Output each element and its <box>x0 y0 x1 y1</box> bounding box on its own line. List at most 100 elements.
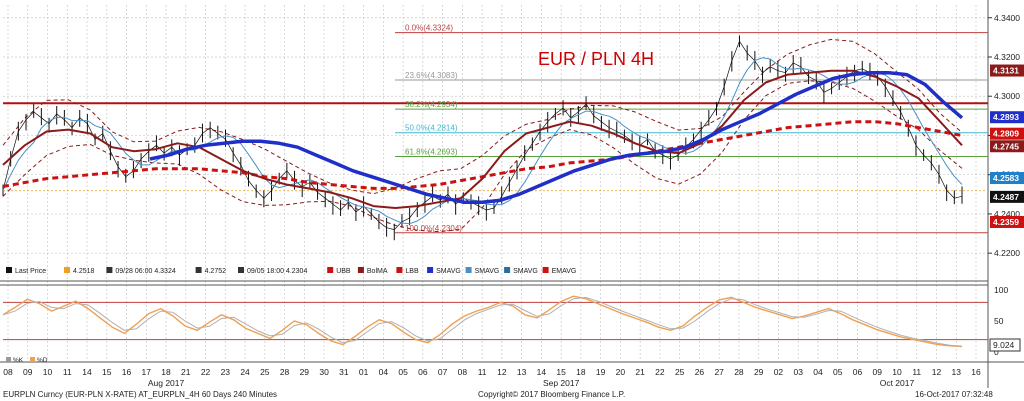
x-tick-label: 28 <box>280 367 290 377</box>
fib-label: 100.0%(4.2304) <box>405 224 462 233</box>
legend-label: SMAVG <box>475 268 500 275</box>
legend-swatch <box>542 267 549 273</box>
price-tag-label: 4.2745 <box>993 141 1019 151</box>
legend-label: UBB <box>336 268 351 275</box>
x-tick-label: 08 <box>458 367 468 377</box>
ema-dashed-line <box>2 120 963 190</box>
legend-label: 09/05 18:00 4.2304 <box>247 268 307 275</box>
x-tick-label: 29 <box>754 367 764 377</box>
price-tag <box>990 111 1024 124</box>
legend-swatch <box>238 267 244 273</box>
x-tick-label: 05 <box>833 367 843 377</box>
x-tick-label: 16 <box>122 367 132 377</box>
fib-label: 38.2%(4.2934) <box>405 100 458 109</box>
osc-d-line <box>2 296 963 347</box>
price-tag <box>990 172 1024 185</box>
x-tick-label: 21 <box>635 367 645 377</box>
x-tick-label: 17 <box>142 367 152 377</box>
x-tick-label: 07 <box>438 367 448 377</box>
upper-bollinger-band <box>2 38 963 195</box>
price-tag <box>990 190 1024 203</box>
legend-label: SMAVG <box>513 268 538 275</box>
x-tick-label: 08 <box>3 367 13 377</box>
price-tag-label: 4.2583 <box>993 173 1019 183</box>
legend-label: Last Price <box>15 268 46 275</box>
legend-label: 09/28 06:00 4.3324 <box>115 268 175 275</box>
long-sma-line <box>149 70 964 204</box>
osc-tick-label: 0 <box>994 347 999 357</box>
legend-swatch <box>327 267 334 273</box>
legend-swatch <box>465 267 472 273</box>
fib-label: 50.0%(4.2814) <box>405 124 458 133</box>
x-tick-label: 25 <box>675 367 685 377</box>
x-tick-label: 11 <box>912 367 921 377</box>
osc-legend-d-swatch <box>30 357 35 362</box>
x-tick-label: 16 <box>971 367 981 377</box>
x-tick-label: 11 <box>63 367 72 377</box>
price-tag <box>990 140 1024 153</box>
x-tick-label: 15 <box>102 367 112 377</box>
y-tick-label: 4.2200 <box>994 248 1020 258</box>
x-tick-label: 28 <box>734 367 744 377</box>
x-tick-label: 06 <box>418 367 428 377</box>
bollinger-ma-line <box>2 69 963 209</box>
legend-label: 4.2752 <box>205 268 227 275</box>
x-tick-label: 23 <box>221 367 231 377</box>
x-tick-label: 15 <box>556 367 566 377</box>
osc-k-line <box>2 295 963 348</box>
x-tick-label: 21 <box>181 367 191 377</box>
footer-bar: EURPLN Curncy (EUR-PLN X-RATE) AT_EURPLN… <box>0 389 1024 401</box>
x-tick-label: 26 <box>695 367 705 377</box>
legend-label: LBB <box>405 268 419 275</box>
x-tick-label: 10 <box>43 367 53 377</box>
price-tag-label: 4.3131 <box>993 66 1019 76</box>
oscillator-panel: 100 50 09.024 %K %D <box>2 285 1021 364</box>
fib-label: 61.8%(4.2693) <box>405 147 458 156</box>
fib-label: 23.6%(4.3083) <box>405 71 458 80</box>
x-tick-label: 27 <box>714 367 724 377</box>
x-tick-label: 13 <box>952 367 962 377</box>
x-tick-label: 05 <box>398 367 408 377</box>
fib-label: 0.0%(4.3324) <box>405 24 453 33</box>
legend-label: EMAVG <box>552 268 577 275</box>
x-tick-label: 12 <box>932 367 942 377</box>
y-tick-label: 4.3400 <box>994 13 1020 23</box>
legend-label: BolMA <box>367 268 388 275</box>
legend-swatch <box>195 267 202 273</box>
x-tick-label: 22 <box>655 367 665 377</box>
x-tick-label: 14 <box>82 367 92 377</box>
price-tag <box>990 64 1024 77</box>
fibonacci-levels: 0.0%(4.3324) 23.6%(4.3083) 38.2%(4.2934) 50… <box>3 24 988 234</box>
price-tag <box>990 215 1024 228</box>
x-tick-label: 03 <box>793 367 803 377</box>
y-tick-label: 4.3000 <box>994 91 1020 101</box>
price-tag-label: 4.2809 <box>993 129 1019 139</box>
x-tick-label: 18 <box>576 367 586 377</box>
copyright-text: Copyright© 2017 Bloomberg Finance L.P. <box>478 390 626 399</box>
x-tick-label: 11 <box>478 367 487 377</box>
month-label: Oct 2017 <box>880 378 915 388</box>
x-tick-label: 02 <box>774 367 784 377</box>
chart-title: EUR / PLN 4H <box>538 49 654 69</box>
price-tag-label: 4.2487 <box>993 192 1019 202</box>
legend-swatch <box>357 267 364 273</box>
price-tag-label: 4.2359 <box>993 217 1019 227</box>
x-tick-label: 10 <box>892 367 902 377</box>
osc-value-tag <box>989 338 1021 352</box>
month-label: Aug 2017 <box>148 378 185 388</box>
osc-value-label: 9.024 <box>993 340 1015 350</box>
price-tag <box>990 127 1024 140</box>
legend-label: SMAVG <box>436 268 461 275</box>
x-tick-label: 13 <box>517 367 527 377</box>
x-tick-label: 19 <box>596 367 606 377</box>
osc-legend-k: %K <box>13 357 24 364</box>
x-tick-label: 09 <box>872 367 882 377</box>
instrument-label: EURPLN Curncy (EUR-PLN X-RATE) AT_EURPLN… <box>3 390 278 399</box>
x-tick-label: 01 <box>359 367 369 377</box>
x-tick-label: 04 <box>813 367 823 377</box>
y-tick-label: 4.2400 <box>994 209 1020 219</box>
x-tick-label: 18 <box>161 367 171 377</box>
legend-swatch <box>427 267 434 273</box>
